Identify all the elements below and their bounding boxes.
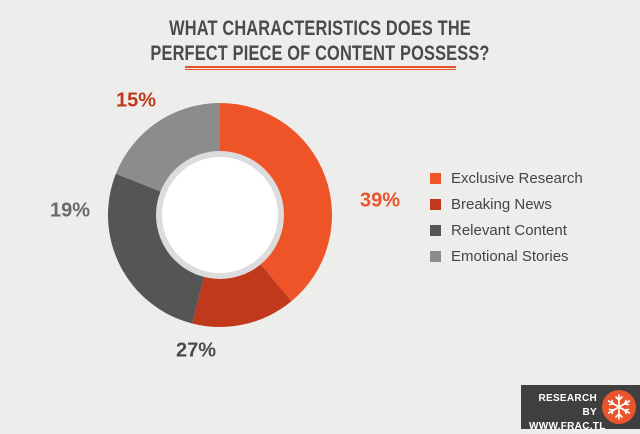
- snowflake-icon: [602, 390, 636, 424]
- legend-label: Emotional Stories: [451, 247, 569, 265]
- legend-swatch: [430, 198, 441, 210]
- legend-swatch: [430, 250, 441, 262]
- chart-legend: Exclusive Research Breaking News Relevan…: [430, 165, 583, 269]
- legend-label: Breaking News: [451, 195, 552, 213]
- legend-swatch: [430, 224, 441, 236]
- legend-item-breaking-news: Breaking News: [430, 191, 583, 217]
- donut-slice-emotional-stories: [115, 103, 220, 194]
- legend-item-relevant-content: Relevant Content: [430, 217, 583, 243]
- data-label-exclusive-research: 39%: [360, 189, 400, 211]
- data-label-breaking-news: 15%: [116, 89, 156, 111]
- donut-slice-exclusive-research: [220, 103, 333, 302]
- title-line-1: WHAT CHARACTERISTICS DOES THE: [169, 17, 471, 40]
- donut-hole: [162, 157, 278, 273]
- legend-label: Relevant Content: [451, 221, 567, 239]
- donut-slice-relevant-content: [107, 173, 206, 324]
- legend-item-emotional-stories: Emotional Stories: [430, 243, 583, 269]
- data-label-relevant-content: 27%: [176, 339, 216, 361]
- legend-swatch: [430, 172, 441, 184]
- title-underline: [185, 66, 456, 70]
- legend-label: Exclusive Research: [451, 169, 583, 187]
- title-line-2: PERFECT PIECE OF CONTENT POSSESS?: [150, 42, 490, 65]
- badge-line-1: RESEARCH BY: [538, 393, 597, 418]
- badge-line-2: WWW.FRAC.TL: [529, 421, 606, 432]
- data-label-emotional-stories: 19%: [50, 199, 90, 221]
- badge-text: RESEARCH BY WWW.FRAC.TL: [529, 392, 606, 434]
- legend-item-exclusive-research: Exclusive Research: [430, 165, 583, 191]
- chart-title: WHAT CHARACTERISTICS DOES THE PERFECT PI…: [70, 16, 569, 66]
- research-by-badge[interactable]: RESEARCH BY WWW.FRAC.TL: [521, 385, 640, 432]
